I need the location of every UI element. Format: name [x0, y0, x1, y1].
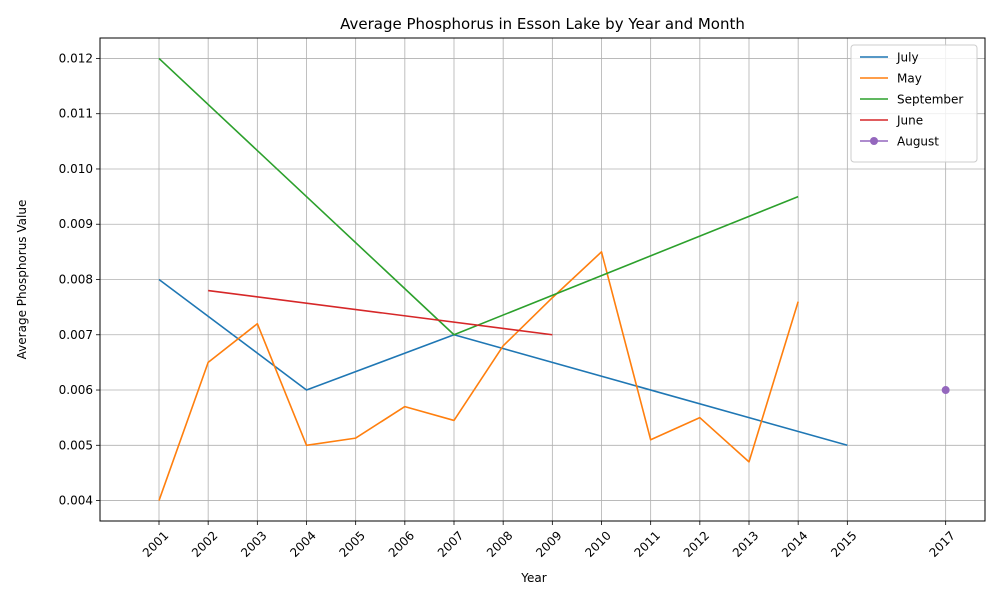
- y-tick-label: 0.006: [59, 383, 93, 397]
- series-line-july: [158, 278, 848, 447]
- grid: [100, 38, 985, 521]
- y-axis-ticks: 0.004 0.005 0.006 0.007 0.008 0.009 0.010 0.011…: [59, 51, 100, 508]
- y-tick-label: 0.004: [59, 494, 93, 508]
- legend: July May September June August: [850, 44, 978, 163]
- legend-box: [850, 44, 978, 163]
- y-tick-label: 0.012: [59, 51, 93, 65]
- y-tick-label: 0.009: [59, 217, 93, 231]
- legend-label-august: August: [897, 135, 939, 149]
- series-line-may: [158, 251, 799, 501]
- y-tick-label: 0.005: [59, 438, 93, 452]
- x-axis-label: Year: [520, 571, 546, 585]
- series-line-september: [158, 57, 799, 336]
- y-tick-label: 0.010: [59, 162, 93, 176]
- series-line-june: [208, 289, 553, 336]
- legend-label-september: September: [897, 93, 963, 107]
- data-point-august: [941, 386, 950, 395]
- y-tick-label: 0.008: [59, 273, 93, 287]
- legend-marker-august: [870, 137, 878, 145]
- y-axis-label: Average Phosphorus Value: [15, 200, 29, 360]
- legend-label-may: May: [897, 72, 922, 86]
- chart-title: Average Phosphorus in Esson Lake by Year…: [340, 15, 745, 33]
- legend-label-june: June: [896, 114, 923, 128]
- y-tick-label: 0.007: [59, 328, 93, 342]
- legend-label-july: July: [896, 51, 919, 65]
- y-tick-label: 0.011: [59, 107, 93, 121]
- series-lines: [158, 57, 950, 501]
